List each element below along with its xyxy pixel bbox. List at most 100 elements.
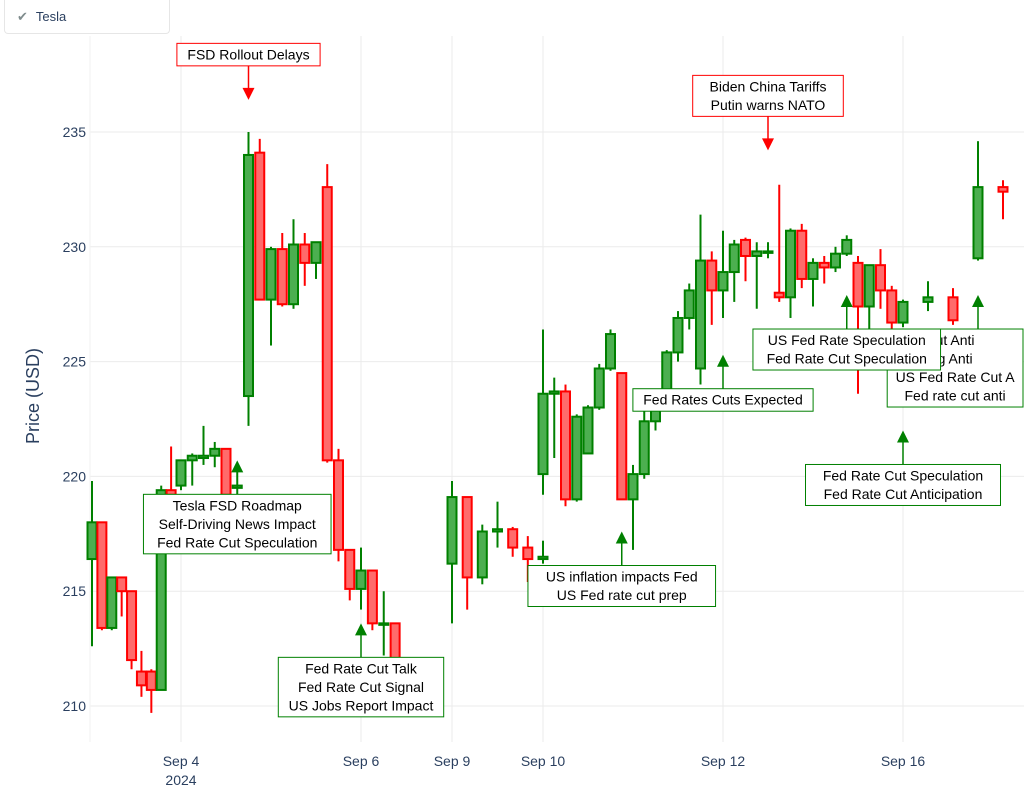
candle-decreasing	[947, 288, 959, 325]
candle-increasing	[86, 480, 98, 647]
candles	[86, 132, 1009, 713]
y-axis-label: Price (USD)	[23, 348, 43, 444]
annotation-line: Putin warns NATO	[711, 97, 826, 113]
candle-decreasing	[321, 164, 333, 463]
candle-increasing	[695, 214, 706, 385]
candle-increasing	[972, 141, 984, 261]
annotation-line: US Fed Rate Cut A	[896, 369, 1016, 385]
y-tick-label: 215	[63, 583, 87, 599]
x-tick-label: Sep 16	[881, 753, 926, 769]
axes: 210 215 220 225 230 235 Sep 4 2024 Sep 6 Sep 9 Sep…	[63, 124, 926, 788]
annotation-line: Fed Rate Cut Talk	[305, 660, 418, 676]
annotation-line: g Anti	[938, 351, 973, 367]
annotation-line: US Fed rate cut prep	[557, 587, 687, 603]
y-tick-label: 225	[63, 354, 87, 370]
annotation-line: Fed Rate Cut Anticipation	[824, 486, 983, 502]
annotation: FSD Rollout Delays	[176, 42, 321, 100]
annotation: US Fed Rate Speculation Fed Rate Cut Spec…	[752, 295, 942, 371]
candle-increasing	[830, 246, 841, 273]
grid	[89, 36, 1024, 742]
annotation-line: Tesla FSD Roadmap	[173, 497, 302, 513]
candle-increasing	[548, 377, 560, 459]
candle-increasing	[209, 441, 221, 468]
x-tick-label: Sep 4	[163, 753, 200, 769]
candle-increasing	[785, 228, 796, 318]
candle-decreasing	[220, 447, 232, 500]
annotation-line: Fed Rate Cut Signal	[298, 679, 424, 695]
candle-increasing	[683, 283, 695, 330]
x-tick-label: Sep 12	[701, 753, 746, 769]
annotation: US inflation impacts Fed US Fed rate cut …	[527, 531, 717, 608]
x-tick-label: Sep 10	[521, 753, 566, 769]
candle-decreasing	[507, 526, 519, 557]
candle-increasing	[288, 219, 299, 309]
annotation: Fed Rate Cut Speculation Fed Rate Cut Ant…	[805, 430, 1001, 506]
candle-increasing	[537, 329, 549, 495]
annotation-line: Self-Driving News Impact	[159, 516, 316, 532]
candle-decreasing	[276, 233, 288, 307]
candle-increasing	[378, 591, 390, 656]
candle-increasing	[672, 311, 684, 362]
candle-increasing	[728, 239, 740, 302]
candle-increasing	[265, 246, 277, 346]
annotation: Fed Rates Cuts Expected	[632, 354, 814, 412]
candle-decreasing	[560, 384, 571, 507]
annotation-line: Fed Rate Cut Speculation	[157, 534, 317, 550]
annotation-line: Fed Rates Cuts Expected	[643, 392, 803, 408]
candle-decreasing	[344, 548, 356, 601]
candle-increasing	[751, 242, 763, 309]
annotation-line: US inflation impacts Fed	[546, 569, 698, 585]
annotation-line: Fed Rate Cut Speculation	[823, 467, 983, 483]
annotation-line: US Jobs Report Impact	[289, 697, 434, 713]
candle-decreasing	[740, 237, 751, 282]
annotation: Fed Rate Cut Talk Fed Rate Cut Signal US J…	[277, 623, 445, 718]
annotation: Tesla FSD Roadmap Self-Driving News Impac…	[142, 460, 332, 555]
candle-increasing	[922, 281, 934, 312]
candle-increasing	[605, 329, 616, 371]
annotation-line: ut Anti	[936, 332, 975, 348]
annotation-line: Biden China Tariffs	[710, 78, 827, 94]
annotation-line: US Fed Rate Speculation	[768, 332, 926, 348]
candle-increasing	[446, 480, 458, 624]
candle-decreasing	[126, 590, 138, 670]
annotation-line: Fed Rate Cut Speculation	[767, 351, 927, 367]
check-icon: ✔	[17, 8, 28, 24]
candle-increasing	[571, 414, 583, 502]
x-tick-label: Sep 9	[434, 753, 471, 769]
candle-increasing	[243, 132, 254, 426]
annotation-line: FSD Rollout Delays	[187, 46, 309, 62]
candle-increasing	[638, 407, 650, 479]
candle-increasing	[762, 242, 774, 259]
candle-increasing	[593, 363, 605, 410]
y-tick-label: 220	[63, 468, 87, 484]
candle-decreasing	[254, 138, 266, 301]
candle-increasing	[897, 299, 909, 328]
annotation-line: Fed rate cut anti	[905, 388, 1006, 404]
annotation: Biden China Tariffs Putin warns NATO	[692, 74, 844, 151]
candle-decreasing	[818, 255, 830, 284]
candle-increasing	[627, 464, 639, 550]
y-tick-label: 210	[63, 698, 87, 714]
candle-increasing	[582, 405, 594, 455]
legend-label: Tesla	[35, 9, 67, 24]
candle-increasing	[310, 241, 322, 279]
candle-decreasing	[997, 180, 1009, 220]
candle-increasing	[198, 425, 209, 465]
candle-decreasing	[96, 521, 108, 631]
candle-increasing	[841, 235, 853, 256]
candle-decreasing	[886, 285, 898, 332]
candle-increasing	[476, 524, 488, 585]
candle-increasing	[355, 547, 367, 610]
y-tick-label: 230	[63, 239, 87, 255]
candle-decreasing	[852, 255, 864, 394]
candle-decreasing	[616, 372, 628, 501]
candle-decreasing	[796, 223, 808, 289]
candle-decreasing	[299, 233, 311, 286]
x-tick-label: Sep 6	[343, 753, 380, 769]
candle-decreasing	[333, 448, 344, 562]
candle-increasing	[717, 230, 729, 318]
candle-increasing	[186, 453, 198, 486]
candle-increasing	[807, 258, 819, 307]
candle-increasing	[106, 576, 118, 631]
legend[interactable]: ✔ Tesla	[4, 0, 170, 34]
